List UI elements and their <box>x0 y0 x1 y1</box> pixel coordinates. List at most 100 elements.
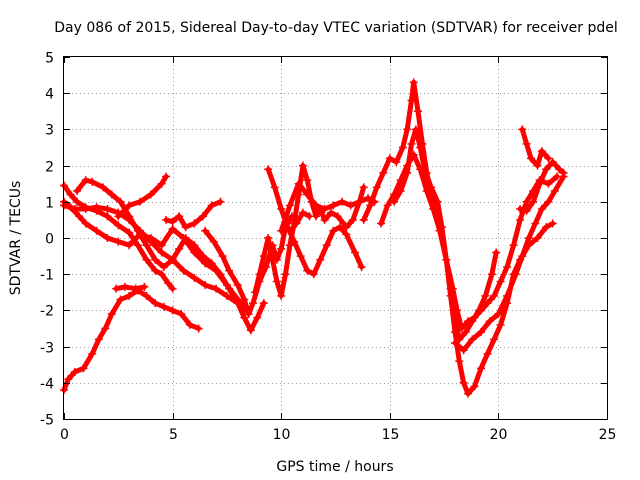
x-tick-label: 0 <box>60 427 69 443</box>
data-point <box>194 324 203 333</box>
series-layer <box>60 78 568 398</box>
data-point <box>485 317 494 326</box>
data-point <box>168 224 177 233</box>
data-point <box>151 299 160 308</box>
data-point <box>403 168 412 177</box>
data-point <box>294 179 303 188</box>
data-point <box>142 255 151 264</box>
data-point <box>251 288 260 297</box>
data-point <box>240 295 249 304</box>
data-point <box>218 252 227 261</box>
data-point <box>116 197 125 206</box>
data-point <box>518 125 527 134</box>
data-point <box>537 147 546 156</box>
data-point <box>281 270 290 279</box>
data-point <box>175 212 184 221</box>
data-point <box>544 197 553 206</box>
data-point <box>270 183 279 192</box>
data-point <box>427 183 436 192</box>
data-point <box>533 234 542 242</box>
data-point <box>296 252 305 261</box>
data-point <box>437 223 446 232</box>
data-point <box>455 357 464 366</box>
data-point <box>168 255 177 264</box>
data-point <box>414 107 423 116</box>
data-point <box>542 165 551 174</box>
data-point <box>199 212 208 221</box>
data-point <box>253 313 262 322</box>
data-point <box>379 168 388 177</box>
y-tick-label: -5 <box>40 413 54 429</box>
y-tick-label: 4 <box>45 87 54 103</box>
data-point <box>446 291 455 300</box>
data-point <box>103 234 112 242</box>
data-point <box>112 284 121 293</box>
data-point <box>483 349 492 358</box>
data-point <box>212 284 221 293</box>
data-point <box>359 215 368 224</box>
data-point <box>190 219 199 228</box>
series-line <box>74 177 267 333</box>
data-point <box>190 273 199 282</box>
data-point <box>537 205 546 214</box>
series-track-f <box>60 286 203 395</box>
data-point <box>88 177 97 186</box>
data-point <box>494 310 503 319</box>
y-tick-label: -3 <box>40 341 54 357</box>
series-line <box>519 126 551 169</box>
data-point <box>73 186 82 195</box>
data-point <box>92 226 101 235</box>
data-point <box>216 197 225 206</box>
data-point <box>181 223 190 232</box>
data-point <box>70 367 79 376</box>
data-point <box>390 197 399 206</box>
data-point <box>461 328 470 337</box>
data-point <box>548 157 557 166</box>
data-point <box>329 226 338 235</box>
data-point <box>157 248 166 257</box>
series-track-d <box>73 176 268 335</box>
data-point <box>199 252 208 261</box>
data-point <box>157 270 166 279</box>
series-track-o <box>390 125 557 398</box>
data-point <box>255 270 264 279</box>
data-point <box>335 223 344 232</box>
data-point <box>503 262 512 271</box>
data-point <box>159 302 168 311</box>
y-tick-label: 1 <box>45 196 54 212</box>
data-point <box>348 215 357 224</box>
data-point <box>107 310 116 319</box>
data-point <box>125 228 134 237</box>
data-point <box>246 326 255 335</box>
data-point <box>535 179 544 188</box>
data-point <box>216 270 225 279</box>
data-point <box>201 226 210 235</box>
data-point <box>407 139 416 148</box>
data-point <box>277 291 286 300</box>
data-point <box>222 291 231 300</box>
series-line <box>163 199 223 230</box>
data-point <box>168 284 177 293</box>
data-point <box>268 255 277 264</box>
data-point <box>516 205 525 214</box>
data-point <box>320 215 329 224</box>
data-point <box>259 252 268 261</box>
series-track-p <box>450 172 568 355</box>
series-track-e <box>114 172 171 221</box>
x-tick-label: 25 <box>599 427 617 443</box>
data-point <box>450 328 459 337</box>
data-point <box>416 143 425 152</box>
data-point <box>244 310 253 319</box>
y-tick-label: -1 <box>40 268 54 284</box>
data-point <box>207 259 216 268</box>
data-point <box>409 78 418 87</box>
data-point <box>522 139 531 148</box>
data-point <box>133 226 142 235</box>
data-point <box>277 205 286 214</box>
y-tick-label: 2 <box>45 160 54 176</box>
data-point <box>531 219 540 228</box>
data-point <box>114 212 123 221</box>
data-point <box>555 165 564 174</box>
data-point <box>550 186 559 195</box>
